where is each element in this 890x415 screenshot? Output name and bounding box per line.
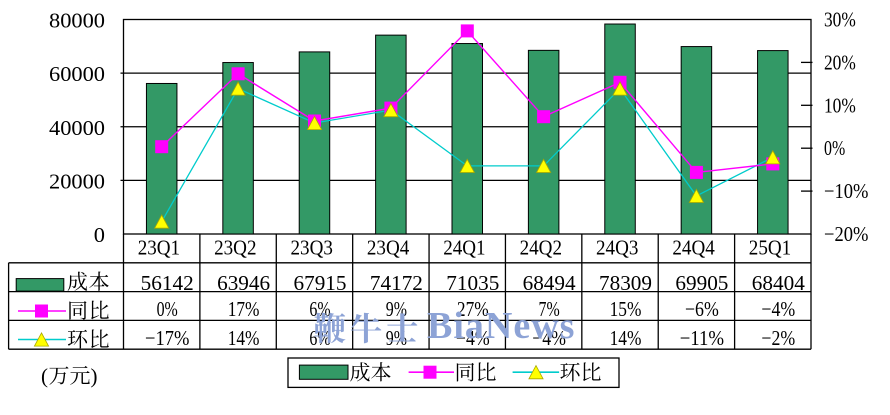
svg-text:10%: 10%: [824, 93, 856, 117]
svg-text:69905: 69905: [675, 271, 728, 295]
svg-text:23Q4: 23Q4: [367, 235, 410, 259]
svg-text:40000: 40000: [49, 116, 105, 140]
svg-text:14%: 14%: [610, 326, 642, 350]
svg-text:67915: 67915: [294, 271, 347, 295]
svg-text:25Q1: 25Q1: [749, 235, 791, 259]
svg-text:20%: 20%: [824, 50, 856, 74]
svg-text:24Q1: 24Q1: [443, 235, 485, 259]
svg-text:6%: 6%: [309, 297, 330, 321]
svg-text:−2%: −2%: [761, 326, 795, 350]
svg-text:−20%: −20%: [824, 222, 868, 246]
svg-text:27%: 27%: [457, 297, 489, 321]
svg-text:78309: 78309: [599, 271, 652, 295]
svg-text:): ): [91, 364, 98, 388]
svg-text:20000: 20000: [49, 169, 105, 193]
svg-text:23Q3: 23Q3: [291, 235, 333, 259]
svg-text:−4%: −4%: [532, 326, 566, 350]
svg-text:BiaNews: BiaNews: [427, 305, 575, 347]
svg-text:24Q2: 24Q2: [520, 235, 562, 259]
svg-text:−11%: −11%: [680, 326, 724, 350]
svg-text:24Q3: 24Q3: [596, 235, 638, 259]
svg-text:60000: 60000: [49, 62, 105, 86]
svg-text:−6%: −6%: [685, 297, 719, 321]
svg-text:0%: 0%: [157, 297, 178, 321]
svg-text:56142: 56142: [141, 271, 194, 295]
svg-text:7%: 7%: [539, 297, 560, 321]
svg-text:68494: 68494: [523, 271, 577, 295]
svg-text:63946: 63946: [217, 271, 270, 295]
svg-text:−4%: −4%: [456, 326, 490, 350]
svg-text:24Q4: 24Q4: [672, 235, 715, 259]
svg-text:74172: 74172: [370, 271, 423, 295]
svg-text:−17%: −17%: [145, 326, 189, 350]
svg-text:−4%: −4%: [761, 297, 795, 321]
svg-text:14%: 14%: [228, 326, 260, 350]
svg-text:0%: 0%: [824, 136, 845, 160]
svg-text:23Q2: 23Q2: [214, 235, 256, 259]
svg-text:71035: 71035: [446, 271, 499, 295]
svg-text:17%: 17%: [228, 297, 260, 321]
svg-text:15%: 15%: [610, 297, 642, 321]
svg-text:68404: 68404: [752, 271, 806, 295]
svg-text:30%: 30%: [824, 8, 856, 32]
svg-text:23Q1: 23Q1: [138, 235, 180, 259]
svg-text:−10%: −10%: [824, 179, 868, 203]
svg-text:(: (: [41, 364, 48, 388]
svg-text:0: 0: [94, 223, 105, 247]
svg-text:80000: 80000: [49, 9, 105, 33]
